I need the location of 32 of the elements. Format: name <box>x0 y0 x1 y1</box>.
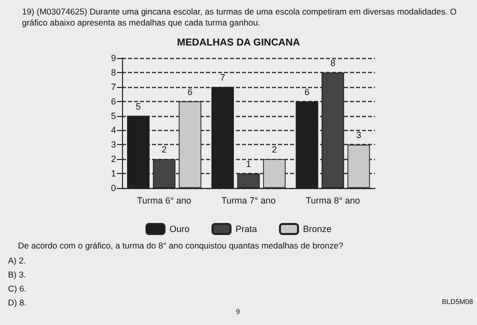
data-label: 3 <box>356 130 362 140</box>
data-label: 1 <box>246 159 252 170</box>
data-label: 5 <box>136 101 141 112</box>
x-tick-label: Turma 7° ano <box>221 196 276 206</box>
x-tick-label: Turma 6° ano <box>137 196 192 206</box>
text: C) 6. <box>8 284 26 294</box>
y-tick-label: 6 <box>110 96 116 106</box>
data-label: 7 <box>220 72 226 82</box>
y-tick-label: 8 <box>110 67 116 78</box>
y-tick-label: 0 <box>110 183 116 193</box>
text: B) 3. <box>8 270 26 280</box>
text: D) 8. <box>8 298 26 308</box>
y-tick-label: 3 <box>110 140 116 150</box>
data-label: 8 <box>330 58 336 68</box>
chart-title: MEDALHAS DA GINCANA <box>177 38 300 48</box>
data-label: 2 <box>162 144 167 155</box>
y-tick-label: 2 <box>110 154 116 164</box>
legend-label: Prata <box>235 224 258 234</box>
data-label: 2 <box>272 144 277 155</box>
text: A) 2. <box>8 256 26 266</box>
x-tick-label: Turma 8° ano <box>306 196 360 206</box>
data-label: 6 <box>188 86 193 97</box>
y-tick-label: 5 <box>110 110 116 121</box>
text: De acordo com o gráfico, a turma do 8° ano conquistou quantas medalhas de bronze? <box>18 240 344 250</box>
text: 19) (M03074625) Durante uma gincana escolar, as turmas de uma escola competiram em diversas modalidades. O gráfico abaixo apresenta as medalhas que cada turma ganhou. <box>22 6 460 28</box>
y-tick-label: 9 <box>110 53 116 63</box>
y-tick-label: 4 <box>110 125 116 136</box>
y-tick-label: 1 <box>110 168 116 179</box>
legend-label: Ouro <box>169 224 190 234</box>
data-label: 6 <box>304 86 310 97</box>
y-tick-label: 7 <box>110 82 116 92</box>
legend-label: Bronze <box>303 224 332 234</box>
